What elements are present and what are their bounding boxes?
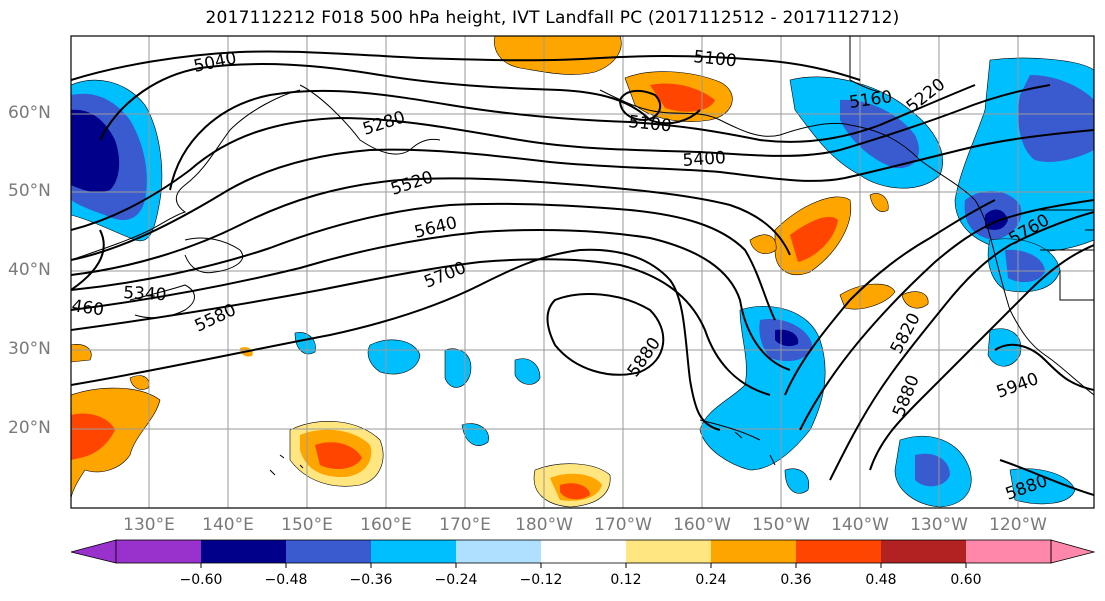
colorbar-tick-label: −0.60	[179, 572, 223, 588]
contour-label: 5520	[388, 167, 435, 199]
contour-label: 5580	[192, 300, 240, 336]
colorbar-over-arrow	[1050, 539, 1096, 564]
colorbar-tick-label: 0.60	[950, 572, 982, 588]
lat-label: 20°N	[8, 418, 51, 438]
map-title: 2017112212 F018 500 hPa height, IVT Land…	[205, 8, 900, 28]
contour-label: 5220	[903, 75, 949, 117]
lat-label: 50°N	[8, 181, 51, 201]
colorbar-tick-label: −0.36	[349, 572, 393, 588]
lon-label: 140°W	[831, 515, 889, 535]
colorbar-tick-label: 0.48	[865, 572, 897, 588]
colorbar-tick-label: 0.36	[780, 572, 812, 588]
colorbar-tick-label: −0.12	[519, 572, 563, 588]
map-gridlines	[71, 36, 1094, 508]
lon-label: 160°W	[673, 515, 731, 535]
colorbar-under-arrow	[70, 539, 117, 564]
contour-label: 5100	[692, 47, 737, 71]
height-contours	[71, 50, 1094, 496]
contour-label: 5880	[889, 372, 924, 420]
colorbar-tick-label: −0.24	[434, 572, 478, 588]
contour-label: 5400	[682, 148, 727, 171]
lon-label: 170°W	[594, 515, 652, 535]
coastlines	[71, 36, 1094, 476]
lon-label: 160°E	[360, 515, 412, 535]
lat-label: 40°N	[8, 260, 51, 280]
contour-label: 5040	[192, 48, 238, 77]
colorbar	[70, 539, 1096, 568]
lon-label: 130°E	[123, 515, 175, 535]
colorbar-tick-label: 0.12	[610, 572, 642, 588]
map-frame	[70, 35, 1095, 509]
lon-label: 130°W	[910, 515, 968, 535]
contour-label: 5700	[421, 258, 469, 293]
lon-label: 170°E	[439, 515, 491, 535]
lat-label: 30°N	[8, 339, 51, 359]
lon-label: 150°W	[752, 515, 810, 535]
lon-label: 140°E	[202, 515, 254, 535]
lon-label: 180°W	[515, 515, 573, 535]
lon-label: 120°W	[989, 515, 1047, 535]
colorbar-tick-label: −0.48	[264, 572, 308, 588]
contour-label: 5100	[627, 112, 672, 136]
contour-label: 5340	[123, 283, 167, 305]
lat-label: 60°N	[8, 103, 51, 123]
contour-label: 5280	[360, 107, 407, 139]
colorbar-tick-label: 0.24	[695, 572, 727, 588]
lon-label: 150°E	[281, 515, 333, 535]
ivt-shading	[71, 36, 1094, 508]
contour-label: 460	[70, 296, 105, 320]
